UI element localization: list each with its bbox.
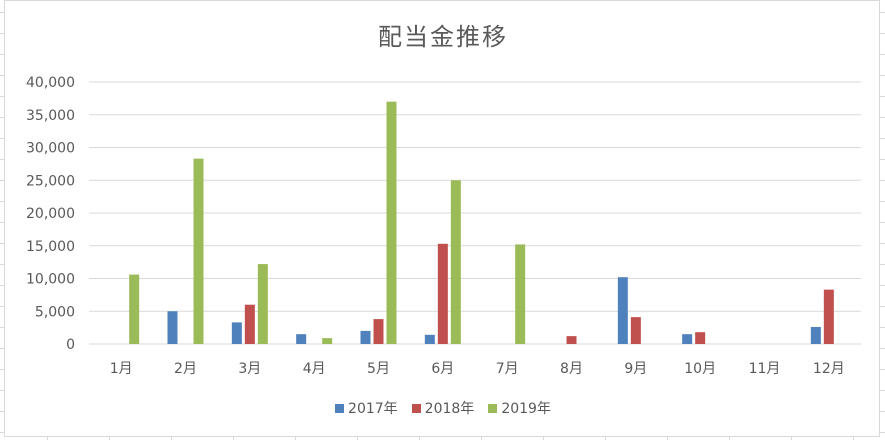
x-tick-label: 12月 bbox=[813, 361, 845, 377]
bar-2018年-9月[interactable] bbox=[630, 317, 641, 344]
bar-2019年-6月[interactable] bbox=[450, 180, 461, 344]
y-tick-label: 25,000 bbox=[26, 173, 75, 189]
bars bbox=[129, 101, 834, 345]
bar-2018年-8月[interactable] bbox=[566, 336, 577, 344]
bar-2019年-2月[interactable] bbox=[193, 158, 204, 344]
bar-2017年-5月[interactable] bbox=[360, 330, 371, 344]
x-axis-ticks: 1月 2月 3月 4月 5月 6月 7月 8月 9月 10月 11月 12月 bbox=[110, 361, 845, 377]
bar-2017年-10月[interactable] bbox=[682, 334, 693, 344]
legend-swatch bbox=[411, 403, 421, 413]
y-tick-label: 20,000 bbox=[26, 206, 75, 222]
bar-2018年-6月[interactable] bbox=[437, 243, 448, 344]
x-tick-label: 8月 bbox=[560, 361, 583, 377]
x-tick-label: 9月 bbox=[624, 361, 647, 377]
x-tick-label: 11月 bbox=[749, 361, 781, 377]
legend-item[interactable]: 2018年 bbox=[411, 398, 475, 418]
chart-title: 配当金推移 bbox=[378, 23, 508, 51]
y-tick-label: 30,000 bbox=[26, 141, 75, 157]
bar-2019年-7月[interactable] bbox=[515, 244, 526, 344]
legend-label: 2017年 bbox=[348, 401, 398, 417]
bar-2019年-5月[interactable] bbox=[386, 101, 397, 345]
x-tick-label: 4月 bbox=[303, 361, 326, 377]
y-tick-label: 35,000 bbox=[26, 108, 75, 124]
bar-2017年-6月[interactable] bbox=[424, 334, 435, 344]
y-tick-label: 5,000 bbox=[35, 304, 75, 320]
x-tick-label: 5月 bbox=[367, 361, 390, 377]
bar-2017年-2月[interactable] bbox=[167, 311, 178, 344]
bar-2017年-3月[interactable] bbox=[231, 322, 242, 344]
bar-2019年-1月[interactable] bbox=[129, 274, 140, 344]
bar-2019年-4月[interactable] bbox=[322, 338, 333, 344]
bar-2017年-12月[interactable] bbox=[810, 326, 821, 344]
bar-2018年-3月[interactable] bbox=[244, 304, 255, 344]
y-tick-label: 15,000 bbox=[26, 239, 75, 255]
legend-swatch bbox=[488, 403, 498, 413]
x-tick-label: 6月 bbox=[431, 361, 454, 377]
legend-label: 2018年 bbox=[424, 401, 475, 417]
x-tick-label: 10月 bbox=[684, 361, 716, 377]
bar-2018年-5月[interactable] bbox=[373, 319, 384, 344]
legend-item[interactable]: 2017年 bbox=[335, 398, 398, 418]
x-tick-label: 2月 bbox=[174, 361, 197, 377]
x-tick-label: 7月 bbox=[496, 361, 519, 377]
legend-swatch bbox=[335, 403, 345, 413]
y-tick-label: 40,000 bbox=[26, 75, 75, 91]
x-tick-label: 1月 bbox=[110, 361, 133, 377]
y-tick-label: 0 bbox=[66, 337, 75, 353]
legend: 2017年 2018年 2019年 bbox=[5, 398, 881, 418]
x-tick-label: 3月 bbox=[238, 361, 261, 377]
gridlines bbox=[89, 81, 861, 345]
chart-area[interactable]: 配当金推移 0 5,000 10,000 15,000 20,000 25,000 30,0… bbox=[4, 0, 880, 437]
plot-area: 0 5,000 10,000 15,000 20,000 25,000 30,000 35,0… bbox=[26, 75, 861, 377]
bar-2019年-3月[interactable] bbox=[257, 264, 268, 344]
bar-2017年-4月[interactable] bbox=[296, 334, 307, 344]
bar-2018年-12月[interactable] bbox=[823, 289, 834, 344]
bar-2017年-9月[interactable] bbox=[617, 277, 628, 344]
y-tick-label: 10,000 bbox=[26, 272, 75, 288]
legend-item[interactable]: 2019年 bbox=[488, 398, 551, 418]
y-axis-ticks: 0 5,000 10,000 15,000 20,000 25,000 30,000 35,0… bbox=[26, 75, 75, 353]
bar-2018年-10月[interactable] bbox=[695, 332, 706, 344]
legend-label: 2019年 bbox=[501, 401, 551, 417]
